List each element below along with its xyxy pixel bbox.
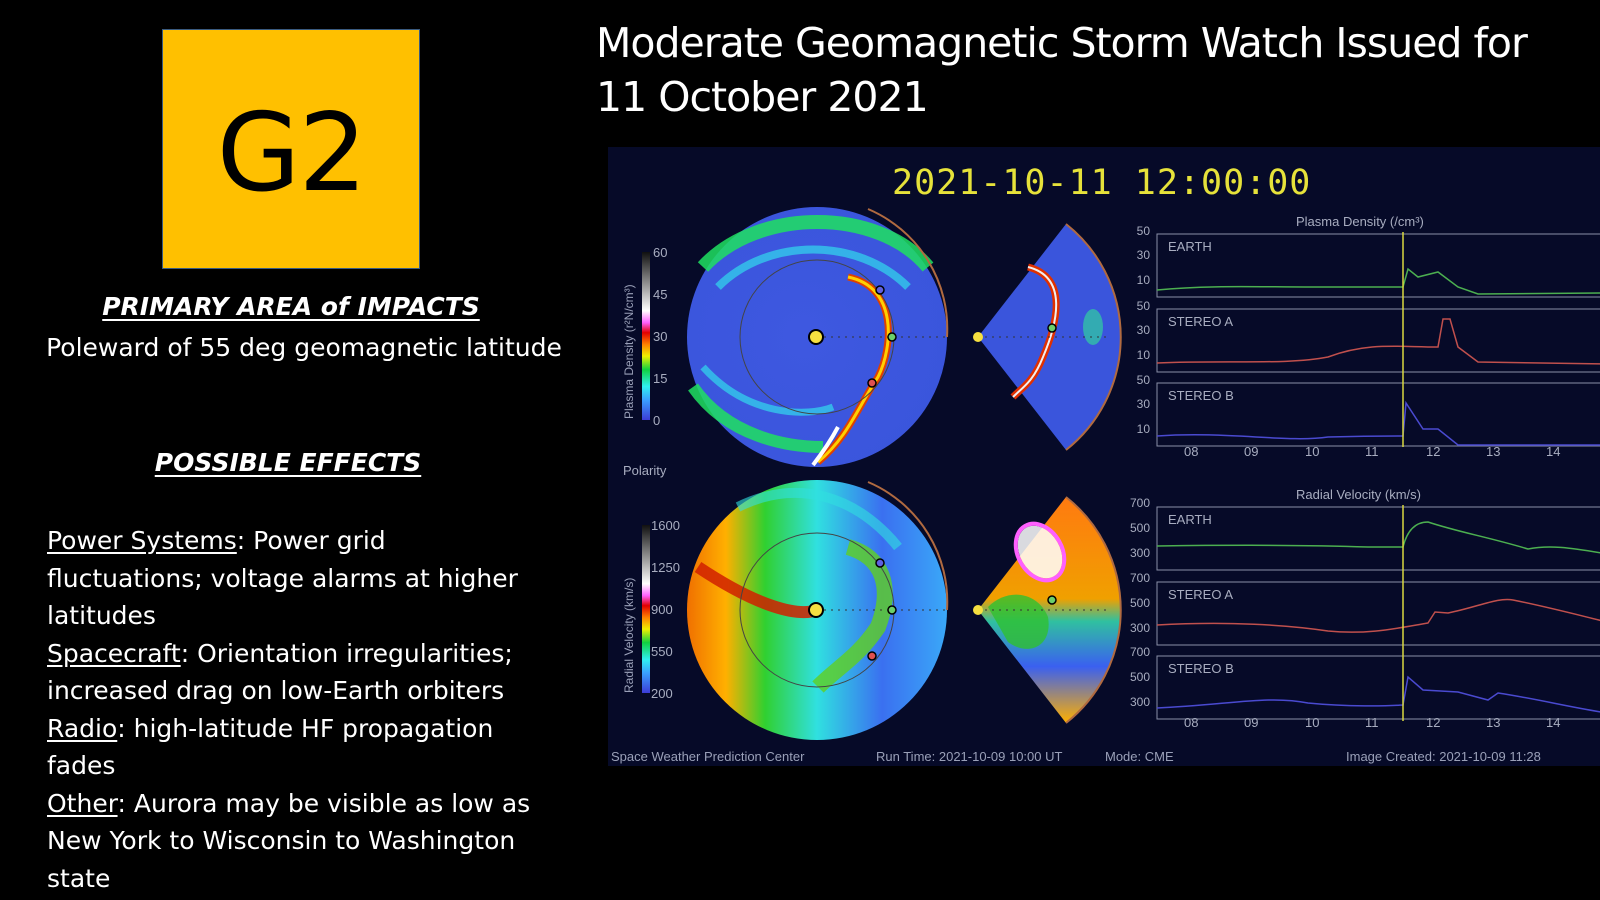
footer-mode: Mode: CME bbox=[1105, 749, 1174, 764]
slide-title: Moderate Geomagnetic Storm Watch Issued … bbox=[596, 16, 1528, 124]
effect-label: Radio bbox=[47, 713, 118, 743]
series-label: STEREO A bbox=[1168, 587, 1234, 602]
x-tick: 10 bbox=[1305, 444, 1320, 459]
y-tick: 500 bbox=[1129, 670, 1150, 684]
series-label: EARTH bbox=[1168, 239, 1212, 254]
footer-org: Space Weather Prediction Center bbox=[611, 749, 805, 764]
density-ecliptic-plot bbox=[687, 207, 949, 467]
series-label: STEREO A bbox=[1168, 314, 1234, 329]
x-tick: 11 bbox=[1365, 444, 1379, 459]
y-tick: 700 bbox=[1129, 645, 1150, 659]
effect-text: : Aurora may be visible as low as New Yo… bbox=[47, 788, 531, 893]
x-tick: 10 bbox=[1305, 715, 1320, 730]
density-timeseries bbox=[1156, 232, 1600, 447]
colorbar-tick: 550 bbox=[651, 644, 673, 659]
model-timestamp: 2021-10-11 12:00:00 bbox=[892, 163, 1312, 203]
x-tick: 09 bbox=[1244, 715, 1259, 730]
x-tick: 12 bbox=[1426, 715, 1441, 730]
effect-item-power: Power Systems: Power grid fluctuations; … bbox=[47, 522, 547, 635]
stereo-a-marker bbox=[867, 378, 877, 388]
effect-text: : Orientation irregularities; increased … bbox=[47, 638, 513, 706]
colorbar-tick: 200 bbox=[651, 686, 673, 701]
x-tick: 13 bbox=[1486, 444, 1501, 459]
velocity-ecliptic-plot bbox=[687, 480, 949, 740]
effects-list: Power Systems: Power grid fluctuations; … bbox=[47, 522, 547, 897]
effect-label: Spacecraft bbox=[47, 638, 181, 668]
velocity-meridional-plot bbox=[973, 496, 1122, 724]
y-tick: 500 bbox=[1129, 596, 1150, 610]
y-tick: 50 bbox=[1136, 299, 1150, 313]
effect-text: : high-latitude HF propagation fades bbox=[47, 713, 494, 781]
y-tick: 700 bbox=[1129, 571, 1150, 585]
g2-scale-badge: G2 bbox=[162, 29, 420, 269]
y-tick: 50 bbox=[1136, 373, 1150, 387]
velocity-colorbar-label: Radial Velocity (km/s) bbox=[622, 577, 636, 693]
title-line-1: Moderate Geomagnetic Storm Watch Issued … bbox=[596, 19, 1528, 67]
y-tick: 300 bbox=[1129, 695, 1150, 709]
primary-area-heading: PRIMARY AREA of IMPACTS bbox=[102, 292, 480, 321]
density-colorbar bbox=[642, 252, 650, 420]
y-tick: 10 bbox=[1136, 273, 1150, 287]
possible-effects-heading: POSSIBLE EFFECTS bbox=[154, 448, 422, 477]
y-tick: 30 bbox=[1136, 248, 1150, 262]
y-tick: 50 bbox=[1136, 224, 1150, 238]
colorbar-tick: 45 bbox=[653, 287, 668, 302]
sun-marker bbox=[808, 329, 824, 345]
effect-item-radio: Radio: high-latitude HF propagation fade… bbox=[47, 710, 547, 785]
effect-text: : Power grid fluctuations; voltage alarm… bbox=[47, 526, 518, 630]
colorbar-tick: 60 bbox=[653, 245, 668, 260]
colorbar-tick: 1600 bbox=[651, 518, 680, 533]
y-tick: 300 bbox=[1129, 546, 1150, 560]
colorbar-tick: 30 bbox=[653, 329, 668, 344]
colorbar-tick: 15 bbox=[653, 371, 668, 386]
polarity-label: Polarity bbox=[623, 463, 667, 478]
velocity-timeseries bbox=[1156, 505, 1600, 721]
density-meridional-plot bbox=[973, 223, 1122, 451]
x-tick: 13 bbox=[1486, 715, 1501, 730]
y-tick: 500 bbox=[1129, 521, 1150, 535]
colorbar-tick: 1250 bbox=[651, 560, 680, 575]
density-colorbar-label: Plasma Density (r²N/cm³) bbox=[622, 284, 636, 419]
y-tick: 30 bbox=[1136, 323, 1150, 337]
effect-item-spacecraft: Spacecraft: Orientation irregularities; … bbox=[47, 635, 547, 710]
velocity-chart-title: Radial Velocity (km/s) bbox=[1296, 487, 1421, 502]
y-tick: 700 bbox=[1129, 496, 1150, 510]
colorbar-tick: 900 bbox=[651, 602, 673, 617]
x-tick: 11 bbox=[1365, 715, 1379, 730]
velocity-colorbar bbox=[642, 525, 650, 693]
footer-run-time: Run Time: 2021-10-09 10:00 UT bbox=[876, 749, 1063, 764]
series-label: STEREO B bbox=[1168, 661, 1234, 676]
density-chart-title: Plasma Density (/cm³) bbox=[1296, 214, 1424, 229]
enlil-model-image: 2021-10-11 12:00:00 bbox=[608, 147, 1600, 766]
x-tick: 08 bbox=[1184, 444, 1199, 459]
effect-item-other: Other: Aurora may be visible as low as N… bbox=[47, 785, 547, 898]
y-tick: 10 bbox=[1136, 348, 1150, 362]
earth-marker bbox=[887, 332, 897, 342]
title-line-2: 11 October 2021 bbox=[596, 73, 929, 121]
badge-label: G2 bbox=[216, 90, 367, 216]
effect-label: Other bbox=[47, 788, 118, 818]
x-tick: 14 bbox=[1546, 444, 1561, 459]
x-tick: 12 bbox=[1426, 444, 1441, 459]
footer-image-created: Image Created: 2021-10-09 11:28 bbox=[1346, 749, 1541, 764]
stereo-b-marker bbox=[875, 285, 885, 295]
effect-label: Power Systems bbox=[47, 526, 237, 555]
y-tick: 30 bbox=[1136, 397, 1150, 411]
enlil-graphics bbox=[642, 207, 1600, 740]
y-tick: 10 bbox=[1136, 422, 1150, 436]
x-tick: 08 bbox=[1184, 715, 1199, 730]
x-tick: 09 bbox=[1244, 444, 1259, 459]
x-tick: 14 bbox=[1546, 715, 1561, 730]
primary-area-text: Poleward of 55 deg geomagnetic latitude bbox=[46, 333, 562, 362]
y-tick: 300 bbox=[1129, 621, 1150, 635]
series-label: STEREO B bbox=[1168, 388, 1234, 403]
colorbar-tick: 0 bbox=[653, 413, 661, 428]
series-label: EARTH bbox=[1168, 512, 1212, 527]
